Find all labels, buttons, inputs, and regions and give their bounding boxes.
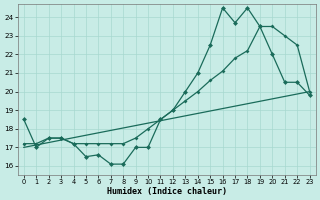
X-axis label: Humidex (Indice chaleur): Humidex (Indice chaleur) — [107, 187, 227, 196]
